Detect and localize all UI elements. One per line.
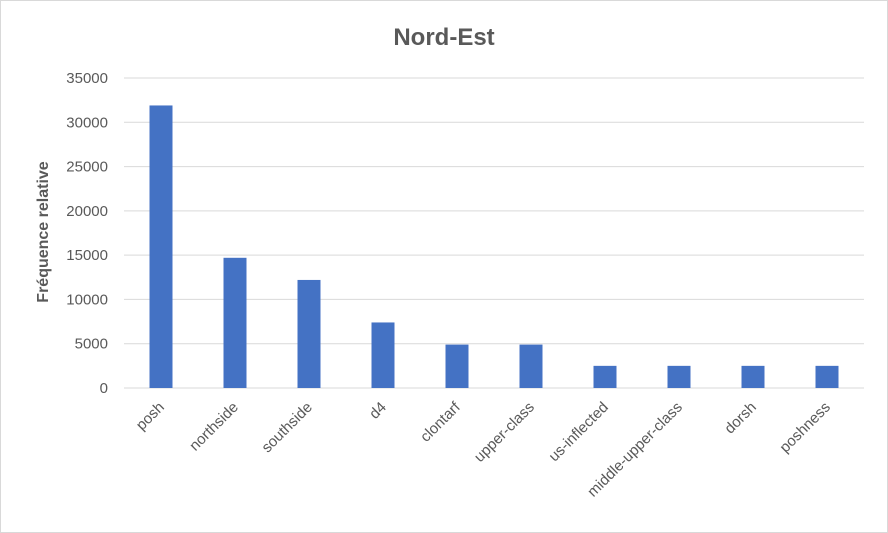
y-tick-label: 20000 [66,203,108,220]
chart-title: Nord-Est [393,24,494,51]
y-tick-label: 10000 [66,291,108,308]
bar-poshness [815,365,839,388]
y-axis-title: Fréquence relative [35,161,52,303]
x-tick-label: us-inflected [546,399,612,465]
x-tick-label: clontarf [417,398,464,445]
bars [149,105,839,388]
x-tick-label: northside [186,399,242,455]
bar-upper-class [519,344,543,388]
bar-d4 [371,322,395,388]
y-tick-label: 15000 [66,247,108,264]
bar-southside [297,279,321,388]
x-tick-label: posh [133,399,168,434]
y-tick-label: 25000 [66,159,108,176]
y-tick-label: 35000 [66,70,108,87]
x-tick-label: upper-class [471,399,538,466]
bar-us-inflected [593,365,617,388]
y-tick-label: 30000 [66,114,108,131]
y-tick-label: 0 [100,380,108,397]
bar-northside [223,257,247,388]
x-tick-label: d4 [366,399,390,423]
gridlines [124,77,864,389]
bar-middle-upper-class [667,365,691,388]
bar-posh [149,105,173,388]
x-tick-label: southside [258,399,315,456]
x-tick-label: dorsh [721,399,760,438]
y-axis-ticks: 0 5000 10000 15000 20000 25000 30000 35000 [66,70,108,397]
bar-dorsh [741,365,765,388]
x-tick-label: poshness [776,399,833,456]
x-axis-labels: posh northside southside d4 clontarf upper-cl… [133,398,834,500]
bar-clontarf [445,344,469,388]
y-tick-label: 5000 [75,336,108,353]
